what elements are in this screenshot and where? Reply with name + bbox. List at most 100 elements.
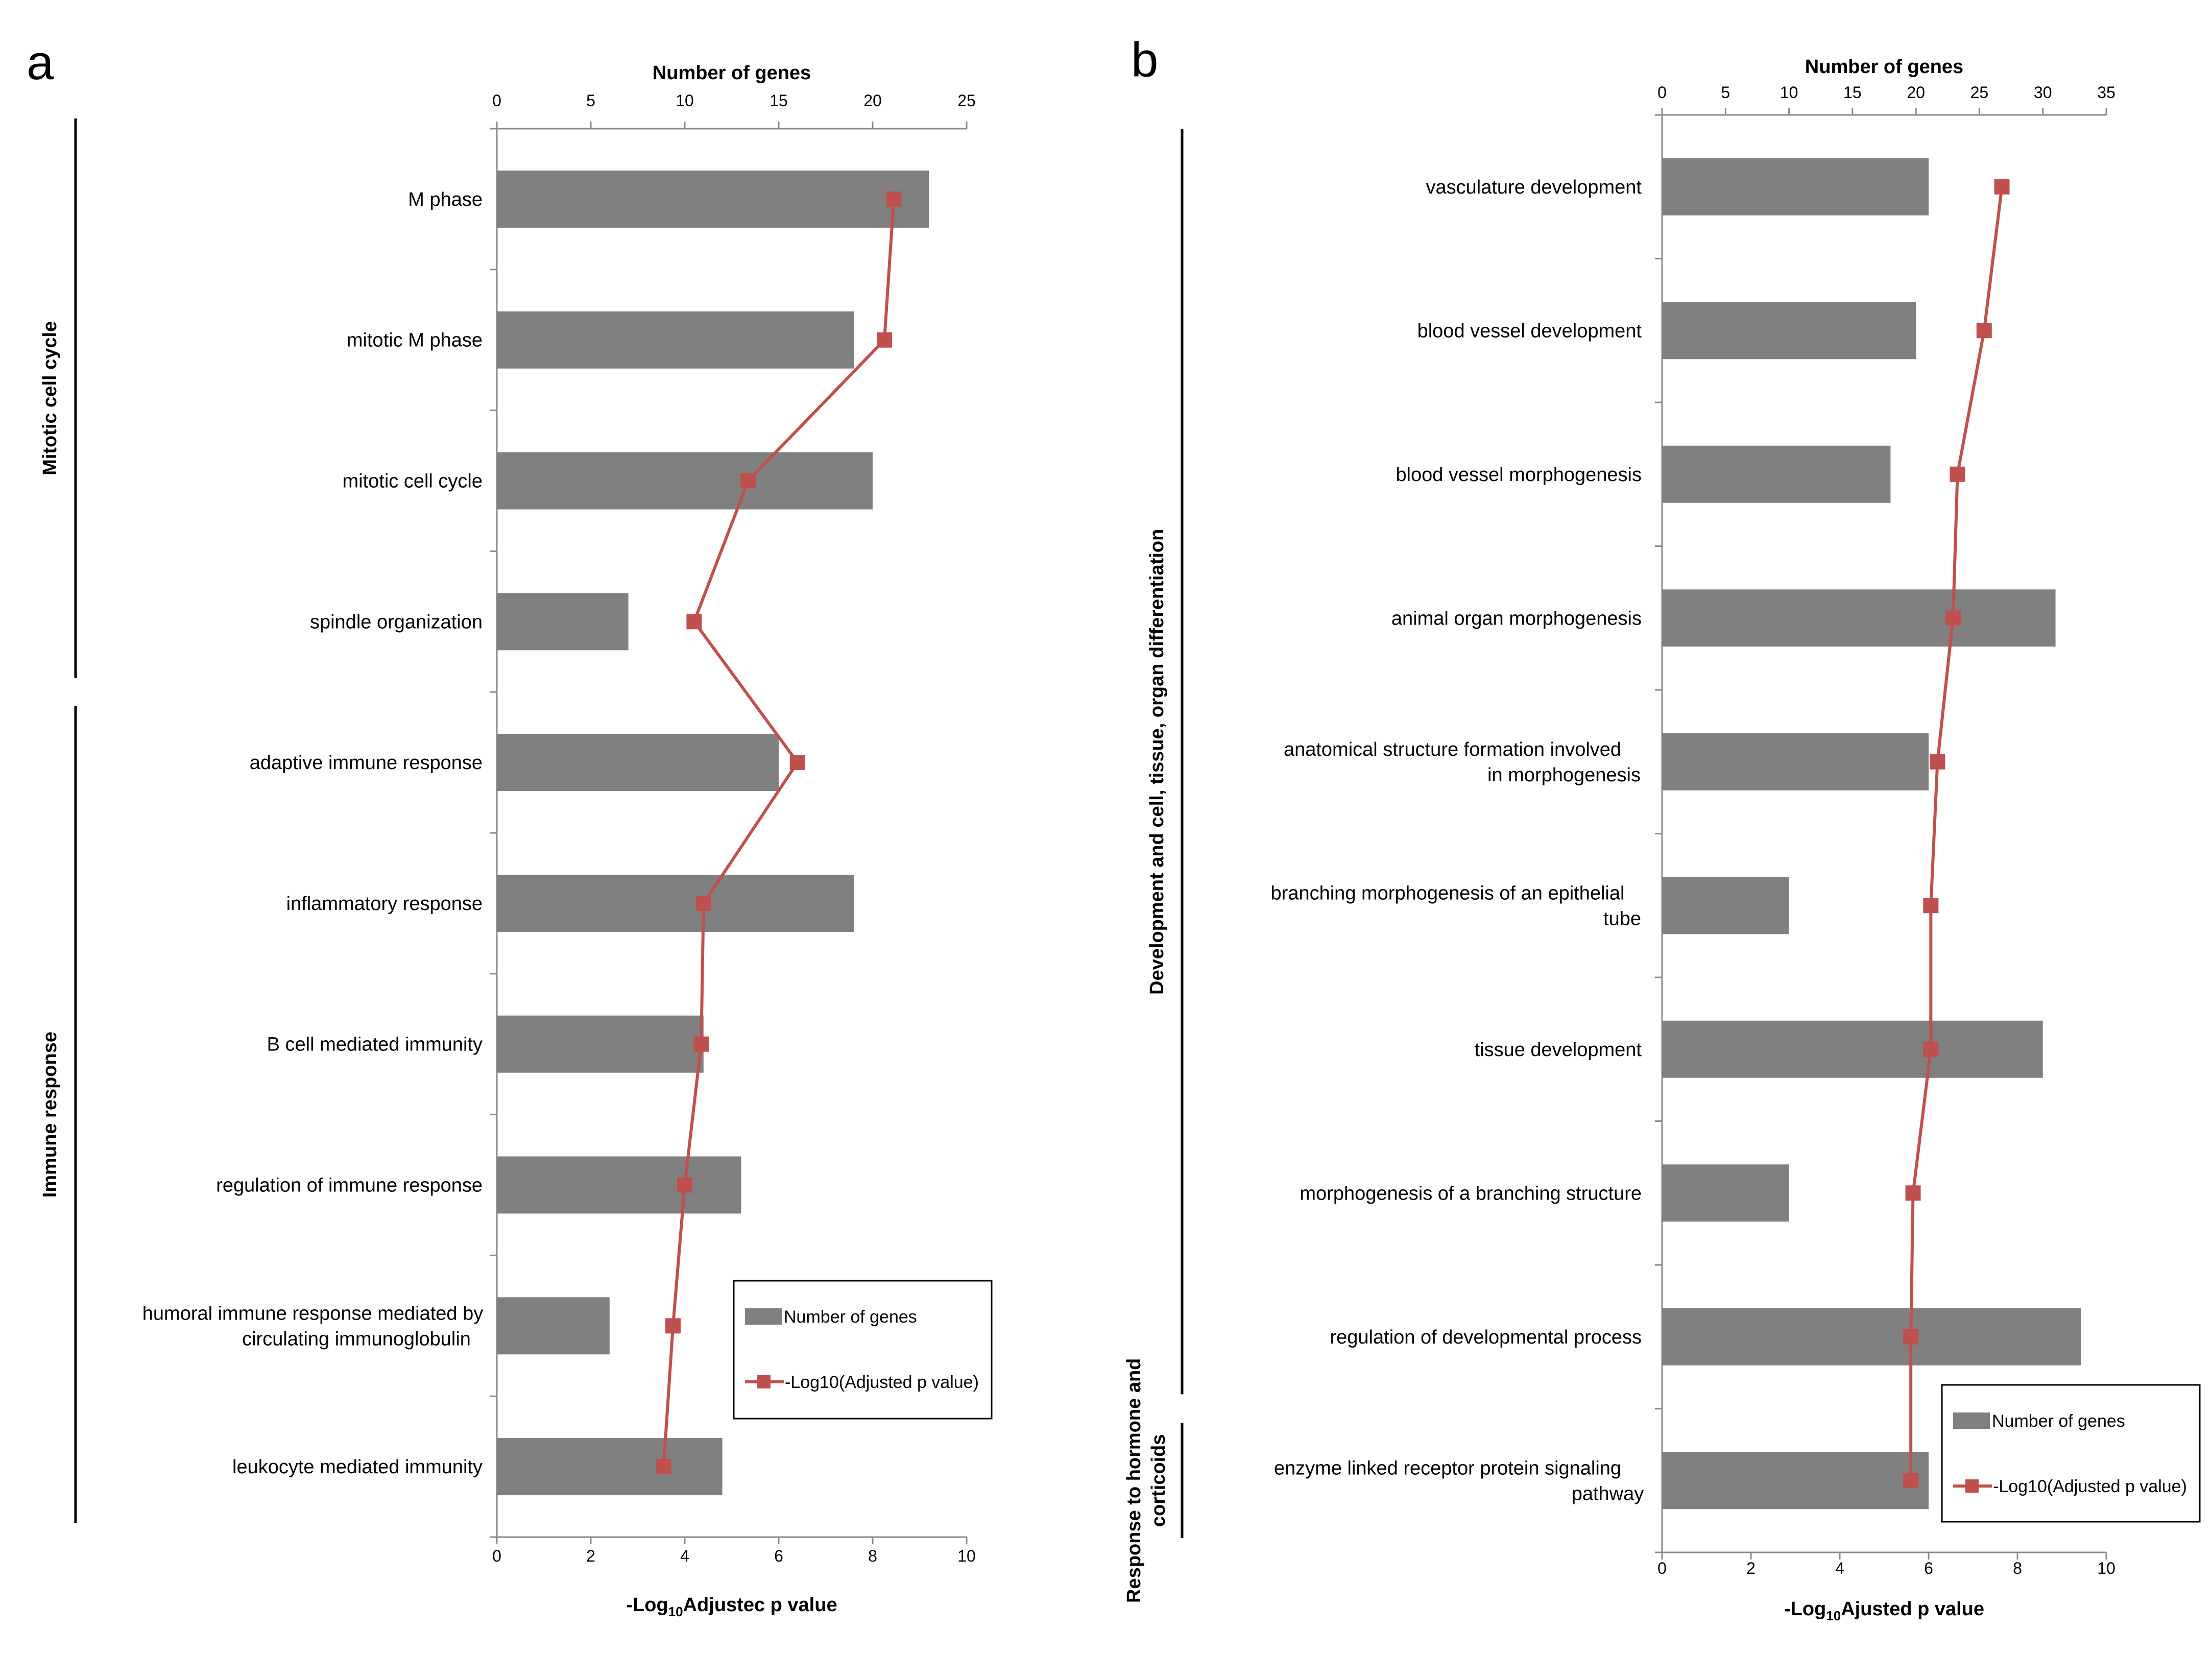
category-label: animal organ morphogenesis [1391, 608, 1642, 629]
legend-box [1941, 1384, 2201, 1523]
bar-number-of-genes [1662, 1164, 1789, 1222]
legend-label-log10-p: -Log10(Adjusted p value) [1993, 1477, 2187, 1496]
bottom-axis-title-subscript: 10 [1826, 1608, 1841, 1623]
line-point-marker [656, 1459, 671, 1475]
bar-number-of-genes [1662, 877, 1789, 935]
line-point-marker [740, 473, 756, 489]
bottom-axis-tick-label: 10 [2097, 1559, 2115, 1577]
bar-number-of-genes [1662, 733, 1929, 790]
top-axis-title: Number of genes [653, 62, 811, 84]
category-label: tube [1603, 908, 1641, 929]
line-point-marker [686, 614, 702, 630]
top-axis-tick-label: 0 [492, 91, 501, 110]
group-label: Development and cell, tissue, organ diff… [1146, 529, 1168, 995]
bar-number-of-genes [497, 1015, 704, 1073]
bar-number-of-genes [1662, 1020, 2043, 1078]
legend-label-number-of-genes: Number of genes [784, 1307, 917, 1327]
group-label: Immune response [39, 1032, 61, 1197]
bottom-axis-title-rest: Adjustec p value [683, 1594, 837, 1616]
legend-label-number-of-genes: Number of genes [1992, 1411, 2125, 1431]
bottom-axis-tick-label: 0 [1657, 1559, 1667, 1577]
category-label: branching morphogenesis of an epithelial [1271, 882, 1625, 904]
line-point-marker [677, 1177, 692, 1193]
bottom-axis-tick-label: 6 [774, 1547, 783, 1565]
bottom-axis-tick-label: 2 [1746, 1559, 1756, 1577]
line-point-marker [1903, 1473, 1919, 1489]
line-point-marker [1903, 1329, 1919, 1345]
bar-number-of-genes [1662, 158, 1929, 215]
bar-number-of-genes [497, 593, 629, 651]
bar-number-of-genes [497, 452, 873, 510]
bar-number-of-genes [1662, 1452, 1929, 1510]
line-point-marker [877, 332, 892, 348]
category-label: spindle organization [310, 611, 483, 633]
category-label: M phase [408, 189, 483, 210]
bottom-axis-title-main: -Log [626, 1594, 668, 1616]
line-point-marker [665, 1318, 681, 1334]
panel-b-label: b [1131, 33, 1158, 87]
bar-number-of-genes [497, 311, 854, 369]
top-axis-tick-label: 15 [770, 91, 788, 110]
category-label: leukocyte mediated immunity [232, 1456, 483, 1478]
legend-bar-swatch [745, 1308, 782, 1325]
bottom-axis-tick-label: 8 [2013, 1559, 2022, 1577]
line-point-marker [1950, 466, 1965, 482]
bottom-axis-title: -Log10Ajusted p value [1784, 1598, 1984, 1623]
bottom-axis-title-rest: Ajusted p value [1841, 1598, 1984, 1620]
category-label: in morphogenesis [1487, 764, 1641, 786]
top-axis-title: Number of genes [1805, 56, 1963, 78]
bottom-axis-tick-label: 4 [680, 1547, 689, 1565]
category-label: mitotic cell cycle [343, 471, 483, 492]
group-label: Response to hormone and [1123, 1358, 1145, 1603]
line-point-marker [1923, 1041, 1939, 1057]
bar-number-of-genes [497, 734, 779, 792]
line-point-marker [693, 1036, 709, 1052]
line-neg-log10-adjusted-p [662, 199, 896, 1467]
top-axis-tick-label: 5 [1721, 83, 1730, 102]
bottom-axis-tick-label: 0 [492, 1547, 501, 1565]
top-axis-tick-label: 20 [1907, 83, 1925, 102]
line-point-marker [1976, 323, 1992, 339]
line-point-marker [1905, 1185, 1921, 1201]
bar-number-of-genes [497, 1297, 610, 1355]
bottom-axis-tick-label: 10 [957, 1547, 976, 1565]
bar-number-of-genes [1662, 1308, 2081, 1365]
top-axis-tick-label: 10 [676, 91, 694, 110]
top-axis-tick-label: 0 [1657, 83, 1667, 102]
category-label: pathway [1572, 1483, 1644, 1504]
top-axis-tick-label: 35 [2097, 83, 2115, 102]
bottom-axis-title: -Log10Adjustec p value [626, 1594, 837, 1619]
category-label: adaptive immune response [250, 752, 483, 774]
category-label: circulating immunoglobulin [242, 1328, 471, 1350]
category-label: regulation of developmental process [1330, 1327, 1642, 1348]
category-label: blood vessel morphogenesis [1396, 464, 1642, 486]
category-label: regulation of immune response [216, 1175, 483, 1196]
category-label: vasculature development [1426, 177, 1642, 198]
category-label: blood vessel development [1417, 320, 1642, 342]
bar-number-of-genes [1662, 589, 2056, 647]
legend-marker-swatch [1965, 1479, 1979, 1493]
category-label: humoral immune response mediated by [142, 1303, 483, 1324]
panel-a-label: a [27, 35, 54, 90]
bar-number-of-genes [497, 1156, 741, 1214]
category-label: tissue development [1475, 1039, 1642, 1061]
bottom-axis-title-subscript: 10 [668, 1604, 683, 1619]
top-axis-tick-label: 5 [586, 91, 595, 110]
legend: Number of genes -Log10(Adjusted p value) [1941, 1384, 2201, 1523]
top-axis-tick-label: 10 [1780, 83, 1798, 102]
legend-box [733, 1280, 993, 1420]
line-neg-log10-adjusted-p [1909, 186, 2004, 1481]
category-label: B cell mediated immunity [267, 1034, 483, 1056]
top-axis-tick-label: 15 [1843, 83, 1862, 102]
line-point-marker [1945, 610, 1961, 626]
category-label: mitotic M phase [347, 330, 483, 351]
bar-number-of-genes [1662, 445, 1891, 503]
category-label: anatomical structure formation involved [1284, 739, 1621, 760]
bottom-axis-tick-label: 6 [1924, 1559, 1933, 1577]
line-point-marker [1923, 898, 1939, 914]
line-point-marker [1994, 179, 2010, 195]
bottom-axis-tick-label: 8 [868, 1547, 877, 1565]
